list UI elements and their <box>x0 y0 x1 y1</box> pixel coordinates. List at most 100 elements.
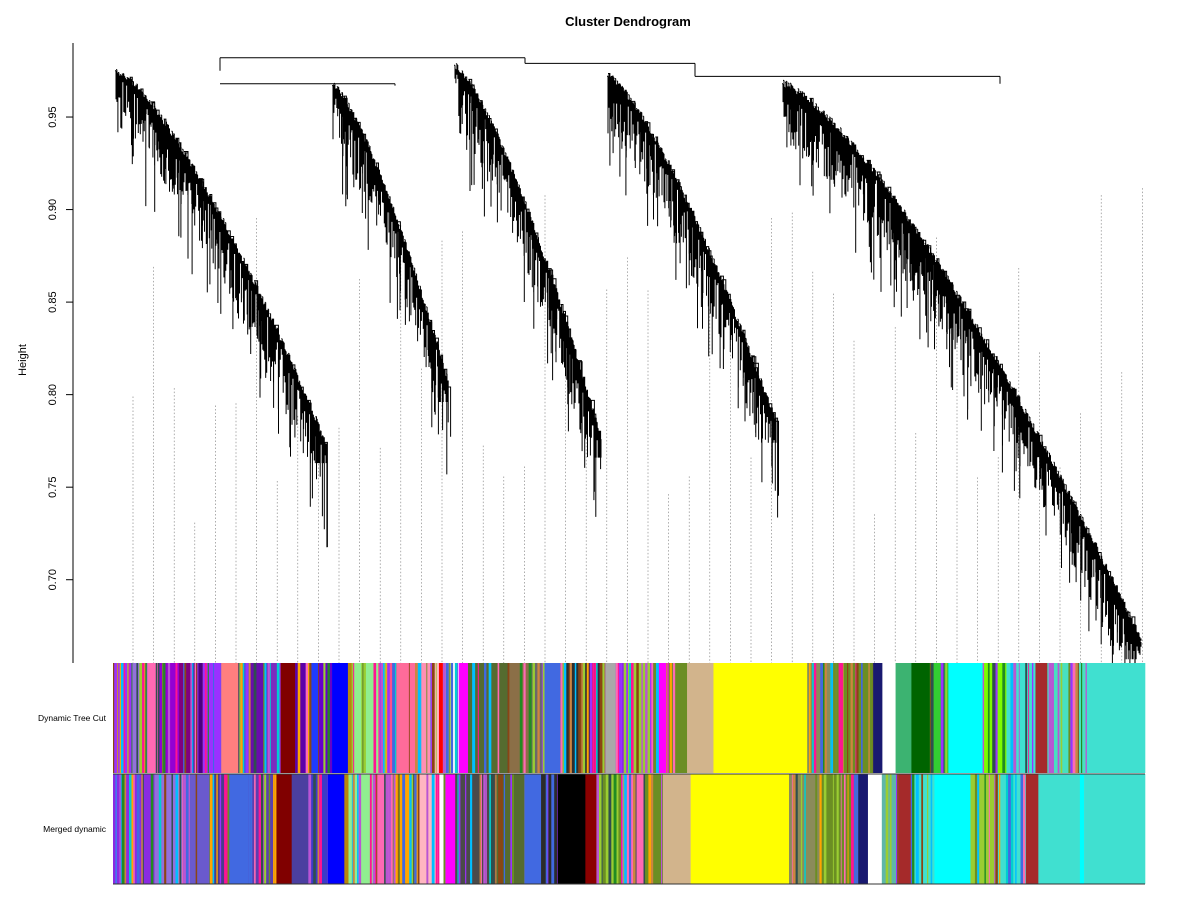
color-stripe <box>418 663 421 773</box>
color-stripe <box>127 663 128 773</box>
color-stripe <box>124 663 126 773</box>
color-stripe <box>911 774 912 884</box>
color-stripe <box>192 663 193 773</box>
color-stripe <box>1068 663 1070 773</box>
color-stripe <box>819 774 821 884</box>
color-stripe <box>931 774 933 884</box>
leaf-guide-lines <box>133 188 1142 663</box>
color-stripe <box>119 774 121 884</box>
color-stripe <box>614 774 617 884</box>
color-stripe <box>489 663 492 773</box>
color-stripe <box>261 774 263 884</box>
y-tick-label: 0.85 <box>47 291 59 312</box>
color-stripe <box>1078 663 1079 773</box>
color-stripe <box>221 663 222 773</box>
color-stripe <box>495 774 496 884</box>
color-stripe <box>560 663 562 773</box>
color-stripe <box>863 663 866 773</box>
color-segment <box>292 774 309 884</box>
color-stripe <box>318 663 319 773</box>
color-stripe <box>596 663 598 773</box>
color-stripe <box>269 774 270 884</box>
color-stripe <box>524 663 526 773</box>
color-segment <box>295 663 306 773</box>
color-stripe <box>847 663 848 773</box>
color-stripe <box>650 663 651 773</box>
color-stripe <box>854 774 857 884</box>
color-stripe <box>563 663 564 773</box>
color-stripe <box>412 774 413 884</box>
color-stripe <box>120 663 121 773</box>
color-stripe <box>629 663 631 773</box>
chart-title: Cluster Dendrogram <box>565 14 691 29</box>
y-axis-ticks: 0.700.750.800.850.900.95 <box>47 106 73 590</box>
y-tick-label: 0.75 <box>47 476 59 497</box>
color-stripe <box>793 774 796 884</box>
color-stripe <box>849 774 850 884</box>
color-stripe <box>263 774 264 884</box>
color-stripe <box>543 663 545 773</box>
color-stripe <box>125 774 127 884</box>
color-stripe <box>619 663 621 773</box>
color-stripe <box>1008 774 1011 884</box>
color-stripe <box>581 663 583 773</box>
color-stripe <box>994 774 995 884</box>
color-stripe <box>137 774 140 884</box>
y-tick-label: 0.90 <box>47 199 59 220</box>
color-segment <box>1084 774 1145 884</box>
color-stripe <box>587 663 589 773</box>
color-stripe <box>627 774 629 884</box>
color-stripe <box>415 663 418 773</box>
color-stripe <box>277 663 280 773</box>
color-stripe <box>977 774 979 884</box>
color-stripe <box>249 663 251 773</box>
color-stripe <box>673 663 675 773</box>
color-stripe <box>190 663 192 773</box>
color-stripe <box>830 663 831 773</box>
color-stripe <box>387 663 389 773</box>
color-stripe <box>444 774 446 884</box>
color-stripe <box>801 774 802 884</box>
color-stripe <box>208 663 209 773</box>
color-stripe <box>570 663 572 773</box>
dendrogram-tree <box>115 58 1141 718</box>
color-stripe <box>855 663 856 773</box>
color-stripe <box>263 663 264 773</box>
color-stripe <box>224 774 226 884</box>
color-stripe <box>510 774 512 884</box>
color-stripe <box>824 774 827 884</box>
color-stripe <box>841 774 842 884</box>
color-stripe <box>809 663 811 773</box>
color-stripe <box>478 663 479 773</box>
color-stripe <box>131 663 132 773</box>
color-segment <box>459 663 469 773</box>
color-stripe <box>1081 663 1082 773</box>
color-stripe <box>451 663 453 773</box>
color-stripe <box>975 774 977 884</box>
color-stripe <box>113 663 114 773</box>
color-stripe <box>197 663 198 773</box>
color-stripe <box>164 774 166 884</box>
color-stripe <box>500 774 503 884</box>
color-stripe <box>648 774 651 884</box>
color-stripe <box>210 774 213 884</box>
color-stripe <box>886 774 889 884</box>
color-stripe <box>651 774 653 884</box>
color-stripe <box>129 663 130 773</box>
color-stripe <box>239 663 240 773</box>
color-stripe <box>994 663 995 773</box>
color-stripe <box>402 774 405 884</box>
color-stripe <box>183 774 186 884</box>
color-stripe <box>379 663 380 773</box>
color-stripe <box>529 663 532 773</box>
color-row-label: Dynamic Tree Cut <box>38 713 107 723</box>
color-stripe <box>602 774 603 884</box>
color-stripe <box>418 774 420 884</box>
color-stripe <box>1073 663 1076 773</box>
color-stripe <box>443 663 446 773</box>
color-stripe <box>274 774 276 884</box>
color-stripe <box>264 663 266 773</box>
color-stripe <box>1070 663 1072 773</box>
color-stripe <box>145 663 147 773</box>
color-segment <box>328 774 345 884</box>
